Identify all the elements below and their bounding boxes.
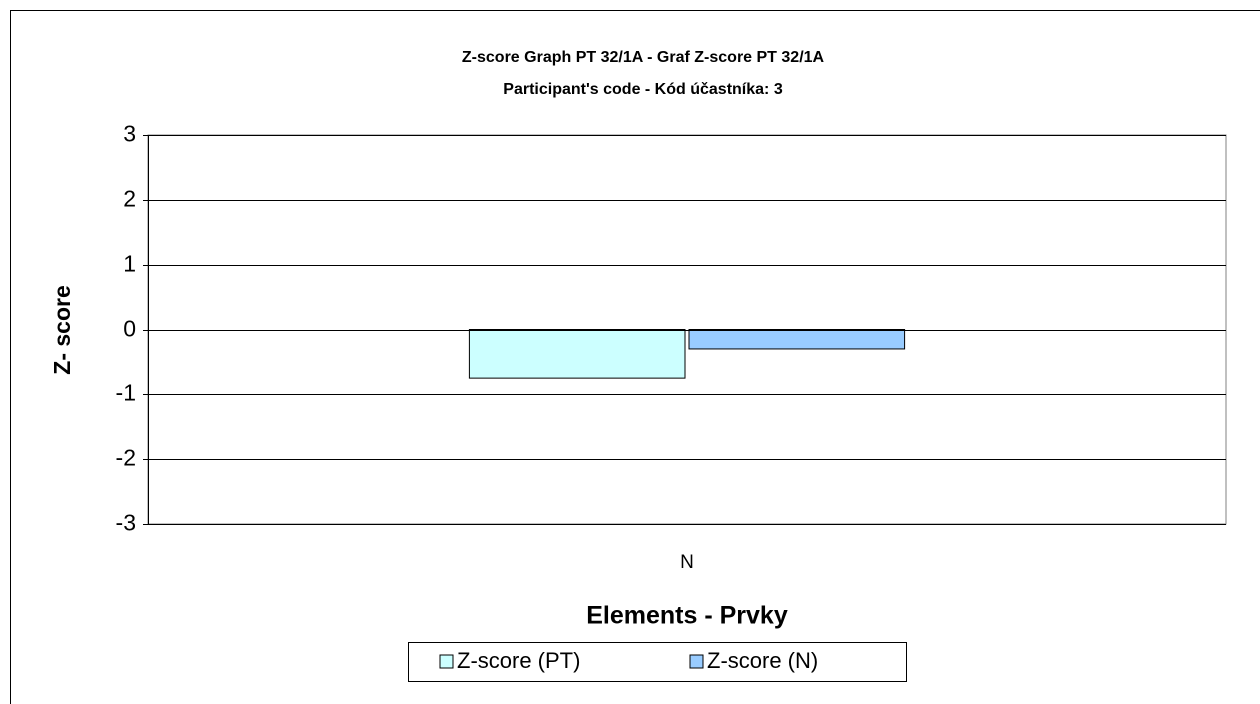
bar [468,329,686,379]
x-axis-label: Elements - Prvky [586,602,788,630]
chart-title: Z-score Graph PT 32/1A - Graf Z-score PT… [462,49,825,66]
legend-label: Z-score (N) [707,648,818,673]
legend-swatch [689,654,704,669]
bar [688,329,906,350]
y-tick-label: 2 [123,186,136,212]
chart-subtitle: Participant's code - Kód účastníka: 3 [503,81,783,98]
y-tick-label: -3 [116,510,136,536]
y-axis-label: Z- score [49,285,75,374]
y-tick-label: 0 [123,316,136,342]
y-tick-label: -2 [116,445,136,471]
y-tick-label: -1 [116,380,136,406]
y-tick-label: 3 [123,121,136,147]
legend-label: Z-score (PT) [457,648,580,673]
x-tick-label: N [680,552,694,573]
legend-swatch [439,654,454,669]
plot-area [147,134,1227,525]
legend [408,642,907,682]
y-tick-label: 1 [123,251,136,277]
